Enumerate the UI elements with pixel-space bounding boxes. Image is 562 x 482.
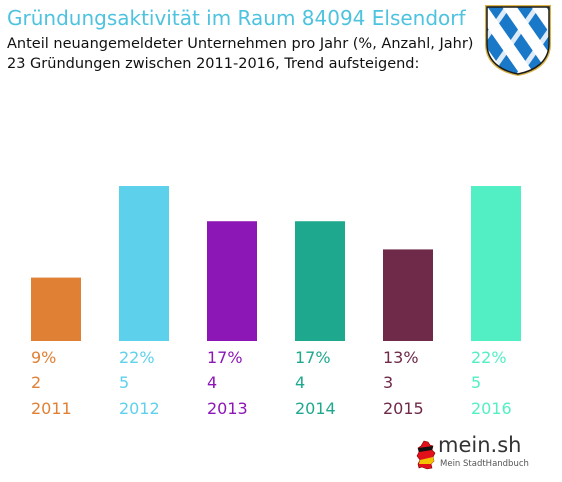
percent-label-2016: 22% bbox=[471, 348, 507, 367]
year-label-2014: 2014 bbox=[295, 399, 336, 418]
year-label-2013: 2013 bbox=[207, 399, 248, 418]
count-label-2016: 5 bbox=[471, 373, 481, 392]
count-label-2011: 2 bbox=[31, 373, 41, 392]
bar-2012 bbox=[119, 186, 169, 341]
chart-title: Gründungsaktivität im Raum 84094 Elsendo… bbox=[7, 6, 466, 30]
count-label-2012: 5 bbox=[119, 373, 129, 392]
brand-name: mein.sh bbox=[438, 433, 522, 457]
percent-label-2013: 17% bbox=[207, 348, 243, 367]
year-label-2016: 2016 bbox=[471, 399, 512, 418]
year-label-2011: 2011 bbox=[31, 399, 72, 418]
percent-label-2014: 17% bbox=[295, 348, 331, 367]
bar-2016 bbox=[471, 186, 521, 341]
year-label-2015: 2015 bbox=[383, 399, 424, 418]
brand-tagline: Mein StadtHandbuch bbox=[440, 459, 529, 469]
count-label-2014: 4 bbox=[295, 373, 305, 392]
percent-label-2011: 9% bbox=[31, 348, 56, 367]
percent-label-2015: 13% bbox=[383, 348, 419, 367]
germany-map-icon bbox=[416, 440, 436, 470]
chart-subtitle: Anteil neuangemeldeter Unternehmen pro J… bbox=[7, 36, 474, 52]
brand-logo: mein.sh Mein StadtHandbuch bbox=[414, 432, 532, 474]
count-label-2015: 3 bbox=[383, 373, 393, 392]
bar-2013 bbox=[207, 221, 257, 341]
year-label-2012: 2012 bbox=[119, 399, 160, 418]
bar-2015 bbox=[383, 249, 433, 341]
percent-label-2012: 22% bbox=[119, 348, 155, 367]
bar-2014 bbox=[295, 221, 345, 341]
bar-2011 bbox=[31, 277, 81, 341]
bavarian-lozenge-crest-icon bbox=[485, 5, 551, 76]
count-label-2013: 4 bbox=[207, 373, 217, 392]
chart-summary: 23 Gründungen zwischen 2011-2016, Trend … bbox=[7, 56, 420, 72]
